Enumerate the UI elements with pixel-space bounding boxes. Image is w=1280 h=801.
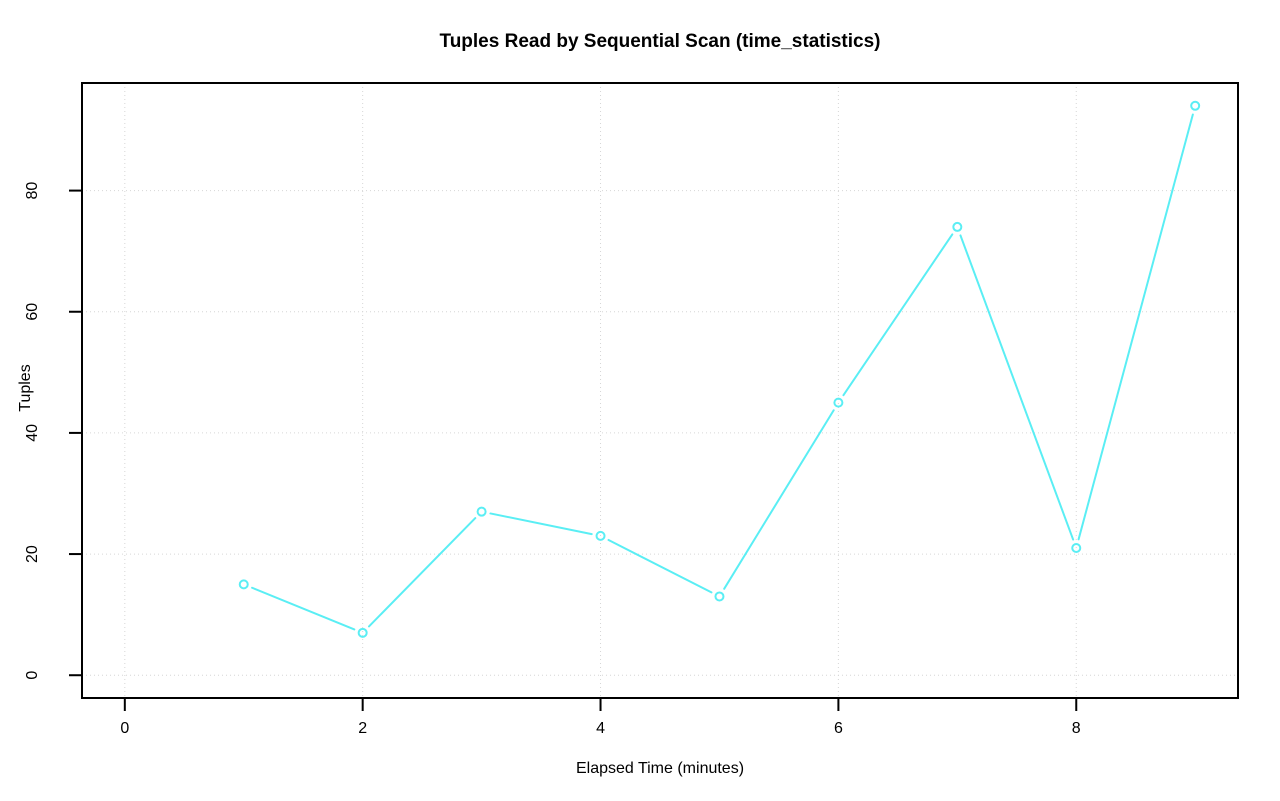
series-line-segment xyxy=(607,538,713,594)
series-line-segment xyxy=(1077,113,1194,541)
data-point-marker xyxy=(1190,100,1201,111)
y-tick-label: 20 xyxy=(24,545,41,563)
series-line-segment xyxy=(367,517,477,628)
x-tick-label: 4 xyxy=(596,720,605,737)
series-line-segment xyxy=(489,512,593,536)
data-point-marker xyxy=(238,579,249,590)
x-axis-label: Elapsed Time (minutes) xyxy=(575,760,745,777)
data-point-marker xyxy=(1071,543,1082,554)
series-line-segment xyxy=(251,586,356,631)
data-point-marker xyxy=(833,397,844,408)
y-tick-label: 40 xyxy=(24,424,41,442)
chart-title: Tuples Read by Sequential Scan (time_sta… xyxy=(439,31,881,52)
series-line-segment xyxy=(723,409,835,590)
data-point-marker xyxy=(595,530,606,541)
data-point-marker xyxy=(357,627,368,638)
data-point-marker xyxy=(476,506,487,517)
series-line-segment xyxy=(959,234,1075,541)
y-tick-label: 80 xyxy=(24,182,41,200)
y-tick-label: 60 xyxy=(24,303,41,321)
y-tick-label: 0 xyxy=(24,671,41,680)
plot-box xyxy=(81,82,1239,699)
data-point-marker xyxy=(714,591,725,602)
data-point-marker xyxy=(952,221,963,232)
x-tick-label: 2 xyxy=(358,720,367,737)
series-line-segment xyxy=(842,233,954,397)
x-tick-label: 8 xyxy=(1072,720,1081,737)
x-tick-label: 6 xyxy=(834,720,843,737)
x-tick-label: 0 xyxy=(120,720,129,737)
